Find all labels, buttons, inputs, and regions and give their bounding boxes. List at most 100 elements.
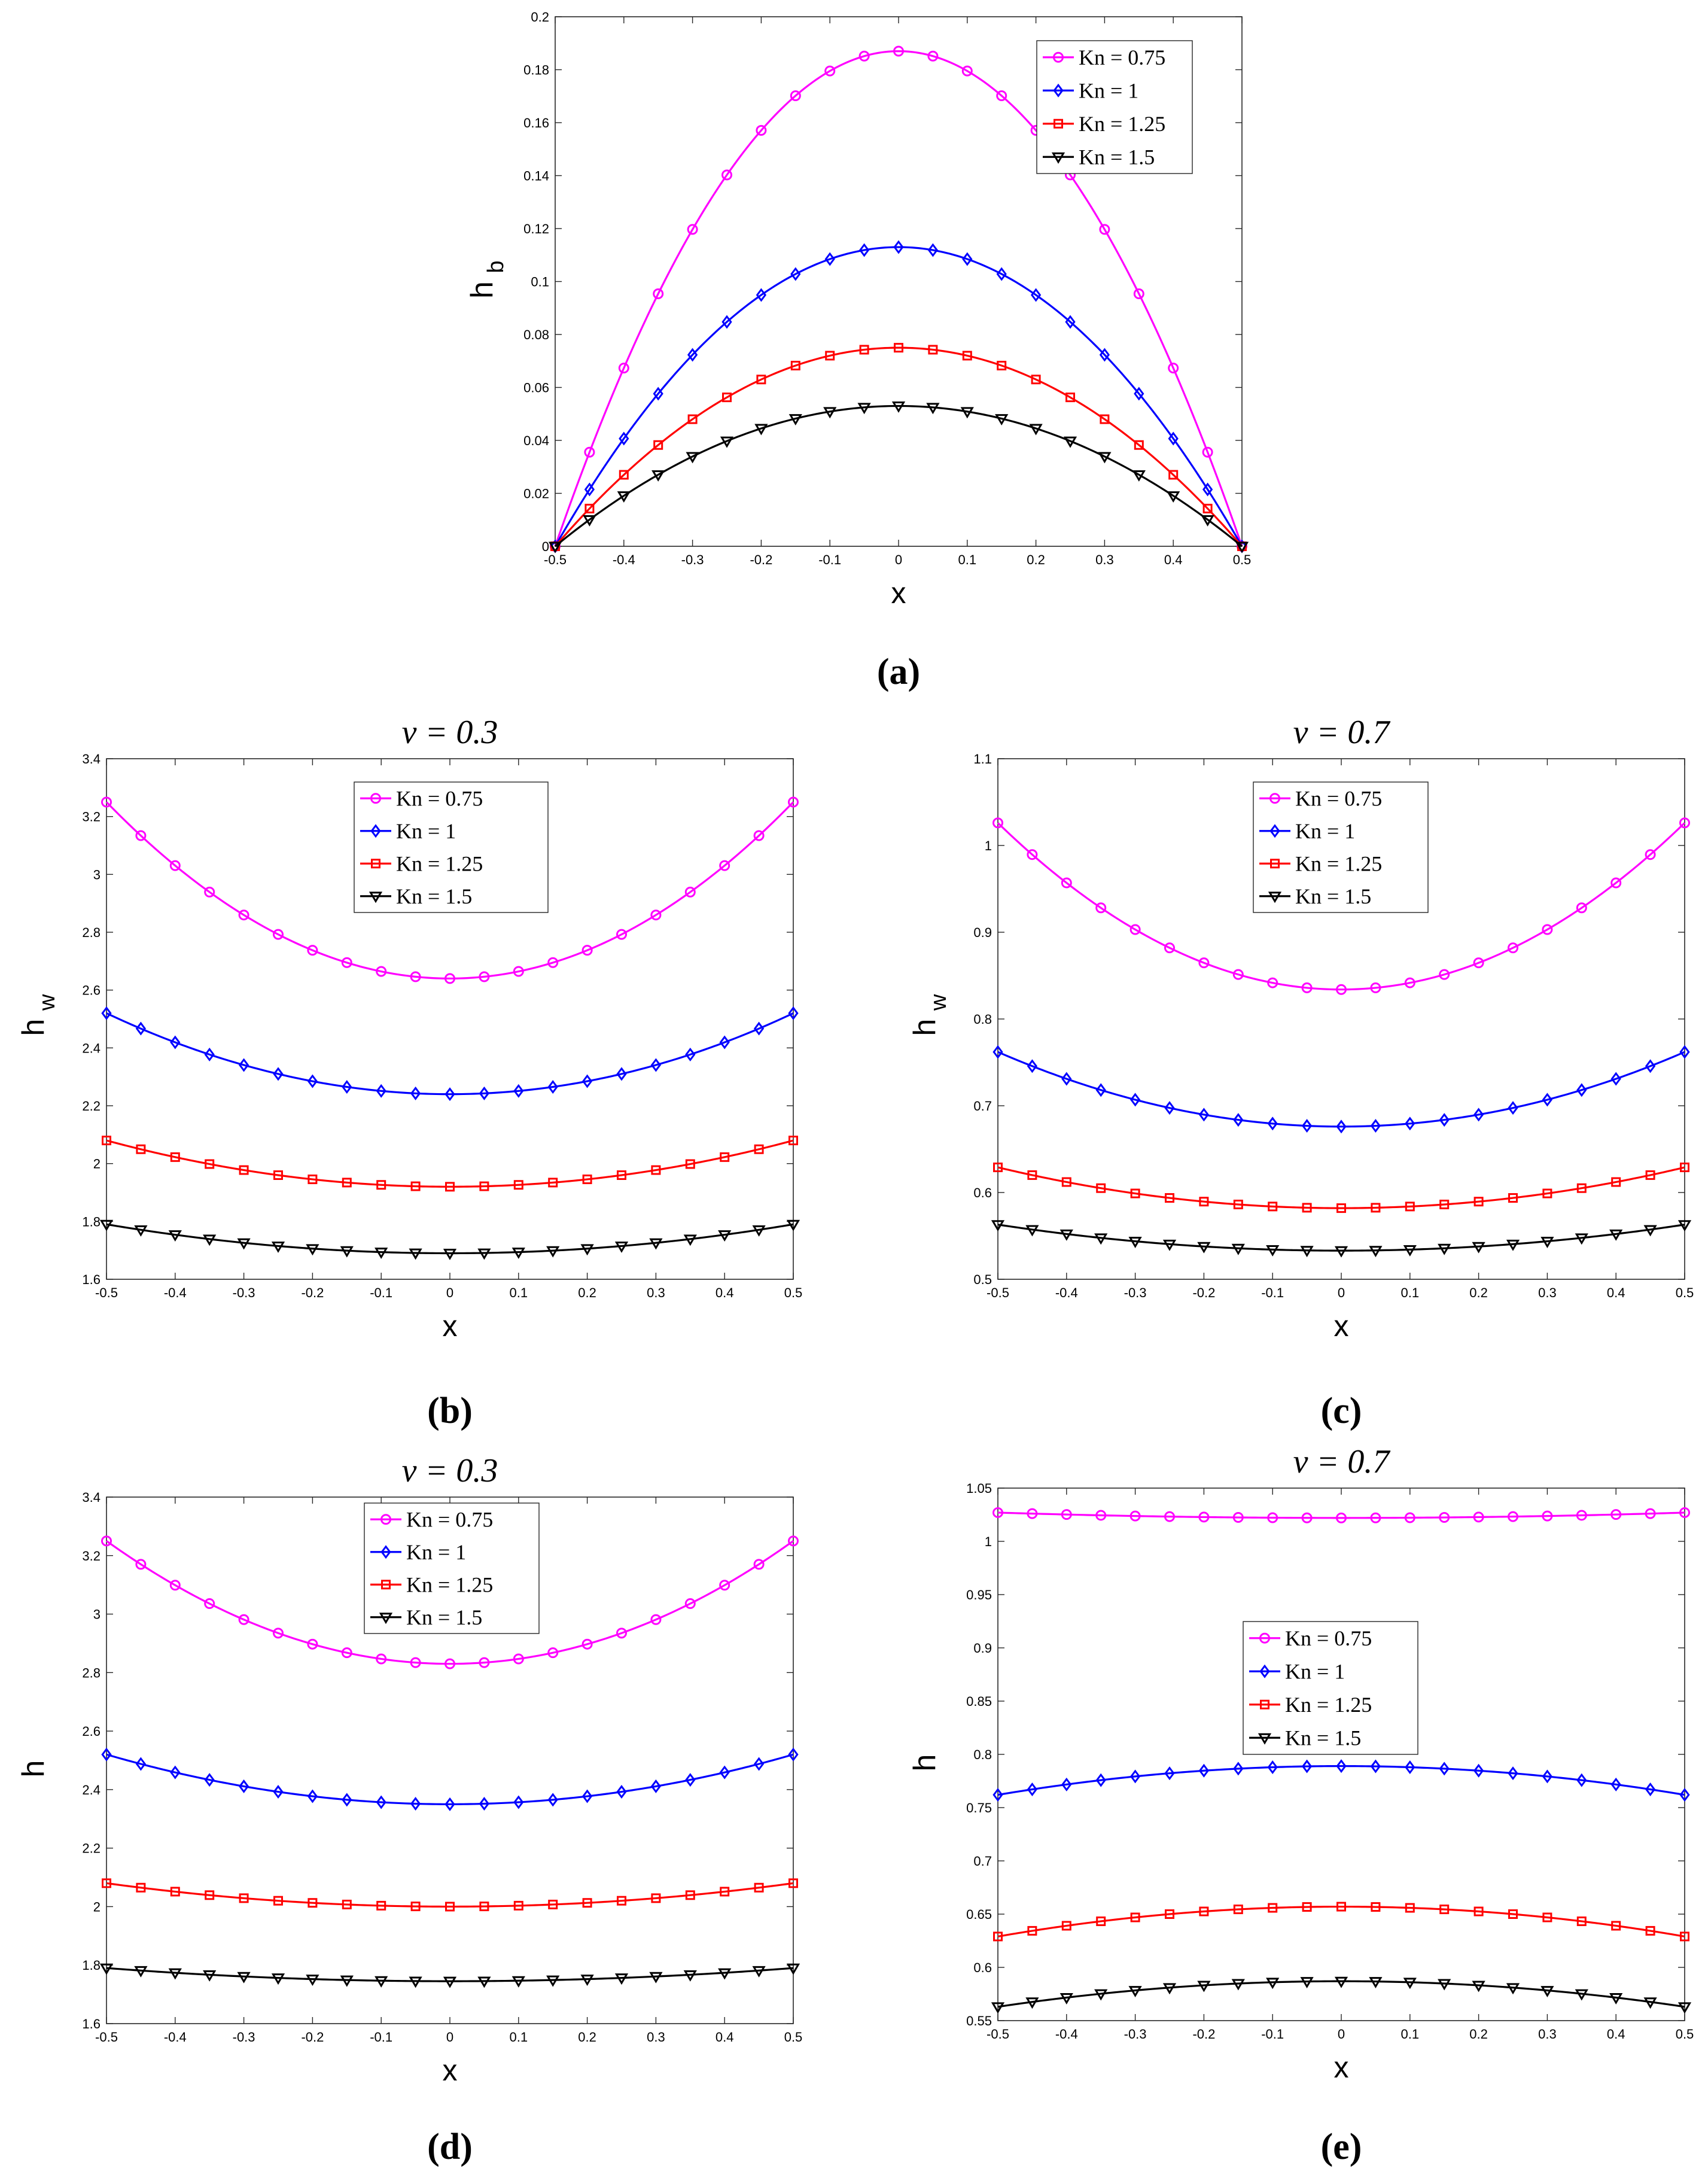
data-point [752,1225,766,1237]
y-axis-label: hb [465,260,509,299]
legend-label: Kn = 1.25 [406,1572,493,1596]
data-point [1576,902,1587,914]
data-point [788,1878,798,1888]
data-point [238,909,249,921]
data-point [960,407,974,419]
data-point [687,348,698,362]
data-point [444,1797,455,1811]
data-point [893,240,904,254]
data-point [1645,849,1656,860]
data-point [1059,1229,1073,1241]
data-point [1439,1199,1450,1209]
data-point [1025,1225,1039,1237]
data-point [788,1006,799,1020]
data-point [1164,1766,1175,1781]
y-tick-label: 0.14 [523,169,549,184]
data-point [1370,1119,1381,1133]
series-2 [102,1136,798,1192]
data-point [410,1902,421,1912]
data-point [1679,1788,1690,1802]
data-point [1542,1188,1552,1198]
legend-item: Kn = 0.75 [1043,45,1165,69]
data-point [685,1159,695,1169]
data-point [584,503,595,513]
x-axis-label: x [443,1309,458,1343]
data-point [1439,1762,1450,1776]
x-tick-label: 0.3 [647,2030,665,2045]
data-point [653,288,664,299]
data-point [99,1963,114,1975]
y-tick-label: 0 [542,539,549,554]
data-point [1061,1177,1071,1187]
x-tick-label: 0 [446,2030,453,2045]
y-tick-label: 0.6 [973,1960,992,1975]
data-point [823,407,837,419]
data-point [685,1890,695,1900]
data-point [479,1086,490,1100]
data-point [1403,1245,1417,1257]
data-point [1336,1512,1347,1523]
legend-box [1036,40,1193,174]
data-point [169,860,181,871]
data-point [135,830,147,841]
data-point [376,1795,386,1809]
x-tick-label: -0.1 [1261,2027,1284,2042]
legend-item: Kn = 1.5 [1249,1726,1361,1750]
data-point [720,1152,730,1162]
data-point [1472,1242,1485,1254]
data-point [1130,1188,1140,1198]
x-tick-label: 0.5 [1676,1285,1694,1300]
data-point [547,957,559,968]
data-point [788,1136,798,1145]
data-point [1575,1989,1588,2001]
data-point [1025,1997,1039,2009]
data-point [443,1976,457,1988]
legend-item: Kn = 0.75 [1259,786,1382,810]
legend-marker [1054,118,1063,129]
data-point [718,1968,732,1980]
data-point [170,1765,181,1779]
series-3 [991,1220,1692,1258]
y-tick-label: 2.4 [82,1782,101,1797]
series-2 [550,343,1247,551]
data-point [1168,470,1179,480]
data-point [962,252,973,266]
data-point [752,1966,766,1978]
y-tick-label: 3.2 [82,1549,101,1563]
chart-title: ν = 0.3 [402,1452,498,1489]
data-point [342,1793,352,1807]
data-point [513,966,524,977]
legend-item: Kn = 1.5 [1043,145,1155,169]
y-tick-label: 3 [93,867,101,882]
data-point [992,1788,1003,1802]
legend-marker [370,793,381,804]
chart-panel-d: -0.5 -0.4 -0.3 -0.2 -0.1 0 0.1 0.2 0.3 0.4 0.5 1.6 1… [16,1452,802,2167]
legend-marker [1260,1699,1269,1709]
series-line [106,1882,794,1908]
x-axis-label: x [443,2054,458,2087]
data-point [547,1647,559,1659]
data-point [1473,1906,1484,1917]
data-point [1439,1512,1450,1523]
data-point [1268,1903,1278,1913]
legend-item: Kn = 0.75 [360,786,483,810]
y-tick-label: 2.8 [82,925,101,940]
data-point [376,1180,386,1190]
data-point [653,387,663,401]
data-point [375,1976,388,1988]
data-point [687,224,698,235]
data-point [307,1074,318,1088]
y-tick-label: 1 [985,1534,992,1549]
data-point [1199,1906,1209,1917]
y-axis-label: hw [16,994,60,1036]
y-tick-label: 2 [93,1157,101,1172]
data-point [1506,1983,1520,1995]
y-tick-label: 1.05 [966,1481,992,1496]
x-tick-label: 0 [1338,2027,1345,2042]
x-tick-label: 0.1 [1401,1285,1420,1300]
data-point [1405,1903,1415,1913]
data-point [1370,1759,1381,1774]
panel-label: (e) [1321,2127,1362,2167]
data-point [1679,1045,1690,1059]
data-point [788,1535,799,1547]
